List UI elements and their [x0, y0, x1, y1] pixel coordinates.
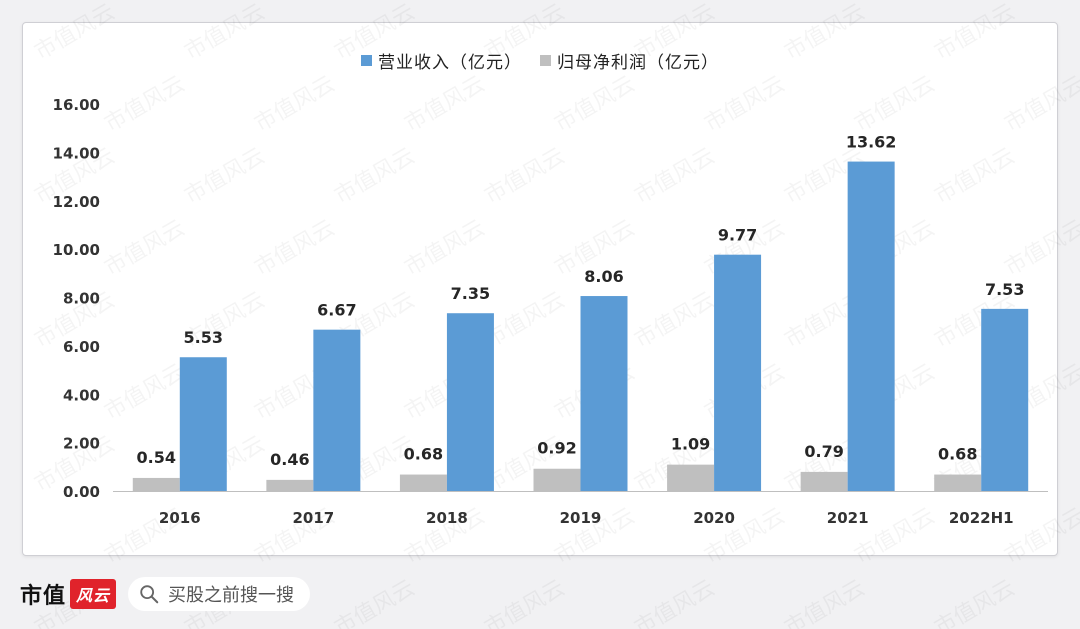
- watermark-text: 市值风云: [251, 72, 340, 138]
- bar-net-profit: [533, 468, 581, 491]
- brand-logo: 市值 风云: [20, 578, 117, 610]
- footer-bar: 市值 风云 买股之前搜一搜: [20, 574, 311, 614]
- watermark-text: 市值风云: [481, 144, 570, 210]
- watermark-text: 市值风云: [701, 72, 790, 138]
- legend-label-net-profit: 归母净利润（亿元）: [557, 53, 719, 73]
- bar-net-profit: [399, 474, 447, 491]
- watermark-text: 市值风云: [1001, 72, 1080, 138]
- search-placeholder: 买股之前搜一搜: [168, 585, 295, 606]
- y-tick-label: 10.00: [53, 241, 100, 259]
- bar-net-profit: [800, 471, 848, 491]
- data-labels-layer: 0.54 5.53 0.46 6.67 0.68 7.35 0.92 8.06 1.09 9.77…: [137, 133, 1025, 469]
- x-tick-label: 2017: [292, 509, 334, 527]
- bar-revenue: [580, 296, 628, 491]
- x-axis: 2016 2017 2018 2019 2020 2021 2022H1: [113, 491, 1048, 527]
- watermark-text: 市值风云: [251, 216, 340, 282]
- data-label-net-profit: 0.68: [404, 445, 443, 464]
- legend-swatch-net-profit: [540, 55, 551, 66]
- watermark-text: 市值风云: [181, 144, 270, 210]
- y-tick-label: 14.00: [53, 144, 100, 162]
- data-label-revenue: 13.62: [846, 133, 897, 152]
- watermark-text: 市值风云: [331, 144, 420, 210]
- legend-item-revenue: 营业收入（亿元）: [361, 48, 522, 73]
- bar-revenue: [179, 357, 227, 491]
- bar-revenue: [446, 313, 494, 491]
- x-tick-label: 2021: [827, 509, 869, 527]
- watermark-text: 市值风云: [401, 216, 490, 282]
- bar-revenue: [714, 254, 762, 491]
- y-tick-label: 2.00: [63, 435, 100, 453]
- bar-net-profit: [934, 474, 982, 491]
- x-tick-label: 2019: [560, 509, 602, 527]
- bar-net-profit: [266, 479, 314, 491]
- data-label-revenue: 5.53: [184, 328, 223, 347]
- y-tick-label: 16.00: [53, 96, 100, 114]
- data-label-revenue: 7.53: [985, 280, 1024, 299]
- data-label-net-profit: 0.68: [938, 445, 977, 464]
- legend-item-net-profit: 归母净利润（亿元）: [540, 48, 719, 73]
- watermark-text: 市值风云: [331, 576, 420, 629]
- bar-net-profit: [667, 464, 715, 491]
- bars-layer: [132, 161, 1029, 491]
- watermark-text: 市值风云: [101, 216, 190, 282]
- y-tick-label: 0.00: [63, 483, 100, 501]
- data-label-revenue: 8.06: [584, 267, 623, 286]
- watermark-text: 市值风云: [781, 576, 870, 629]
- watermark-text: 市值风云: [401, 72, 490, 138]
- y-tick-label: 6.00: [63, 338, 100, 356]
- x-tick-label: 2022H1: [949, 509, 1014, 527]
- data-label-revenue: 7.35: [451, 284, 490, 303]
- watermark-text: 市值风云: [631, 144, 720, 210]
- bar-revenue: [313, 329, 361, 491]
- y-axis: 0.00 2.00 4.00 6.00 8.00 10.00 12.00 14.00 16.00: [53, 96, 100, 501]
- legend-swatch-revenue: [361, 55, 372, 66]
- brand-badge: 风云: [70, 579, 117, 609]
- data-label-net-profit: 0.79: [804, 442, 843, 461]
- watermark-text: 市值风云: [1001, 216, 1080, 282]
- data-label-net-profit: 0.92: [537, 439, 576, 458]
- watermark-text: 市值风云: [631, 576, 720, 629]
- watermark-text: 市值风云: [931, 576, 1020, 629]
- data-label-revenue: 6.67: [317, 301, 356, 320]
- search-icon: [140, 585, 159, 604]
- bar-net-profit: [132, 477, 180, 491]
- bar-revenue: [981, 308, 1029, 491]
- search-box[interactable]: 买股之前搜一搜: [128, 577, 311, 611]
- watermark-text: 市值风云: [101, 72, 190, 138]
- brand-text: 市值: [20, 584, 67, 609]
- y-tick-label: 12.00: [53, 193, 100, 211]
- data-label-net-profit: 0.54: [137, 448, 176, 467]
- legend-label-revenue: 营业收入（亿元）: [378, 53, 522, 73]
- watermark-text: 市值风云: [931, 144, 1020, 210]
- data-label-net-profit: 0.46: [270, 450, 309, 469]
- watermark-text: 市值风云: [851, 72, 940, 138]
- watermark-text: 市值风云: [631, 288, 720, 354]
- watermark-text: 市值风云: [481, 576, 570, 629]
- legend: 营业收入（亿元） 归母净利润（亿元）: [0, 48, 1080, 73]
- data-label-revenue: 9.77: [718, 226, 757, 245]
- watermark-text: 市值风云: [551, 72, 640, 138]
- x-tick-label: 2020: [693, 509, 735, 527]
- x-tick-label: 2016: [159, 509, 201, 527]
- y-tick-label: 4.00: [63, 386, 100, 404]
- y-tick-label: 8.00: [63, 290, 100, 308]
- x-tick-label: 2018: [426, 509, 468, 527]
- watermark-text: 市值风云: [101, 360, 190, 426]
- data-label-net-profit: 1.09: [671, 435, 710, 454]
- bar-revenue: [847, 161, 895, 491]
